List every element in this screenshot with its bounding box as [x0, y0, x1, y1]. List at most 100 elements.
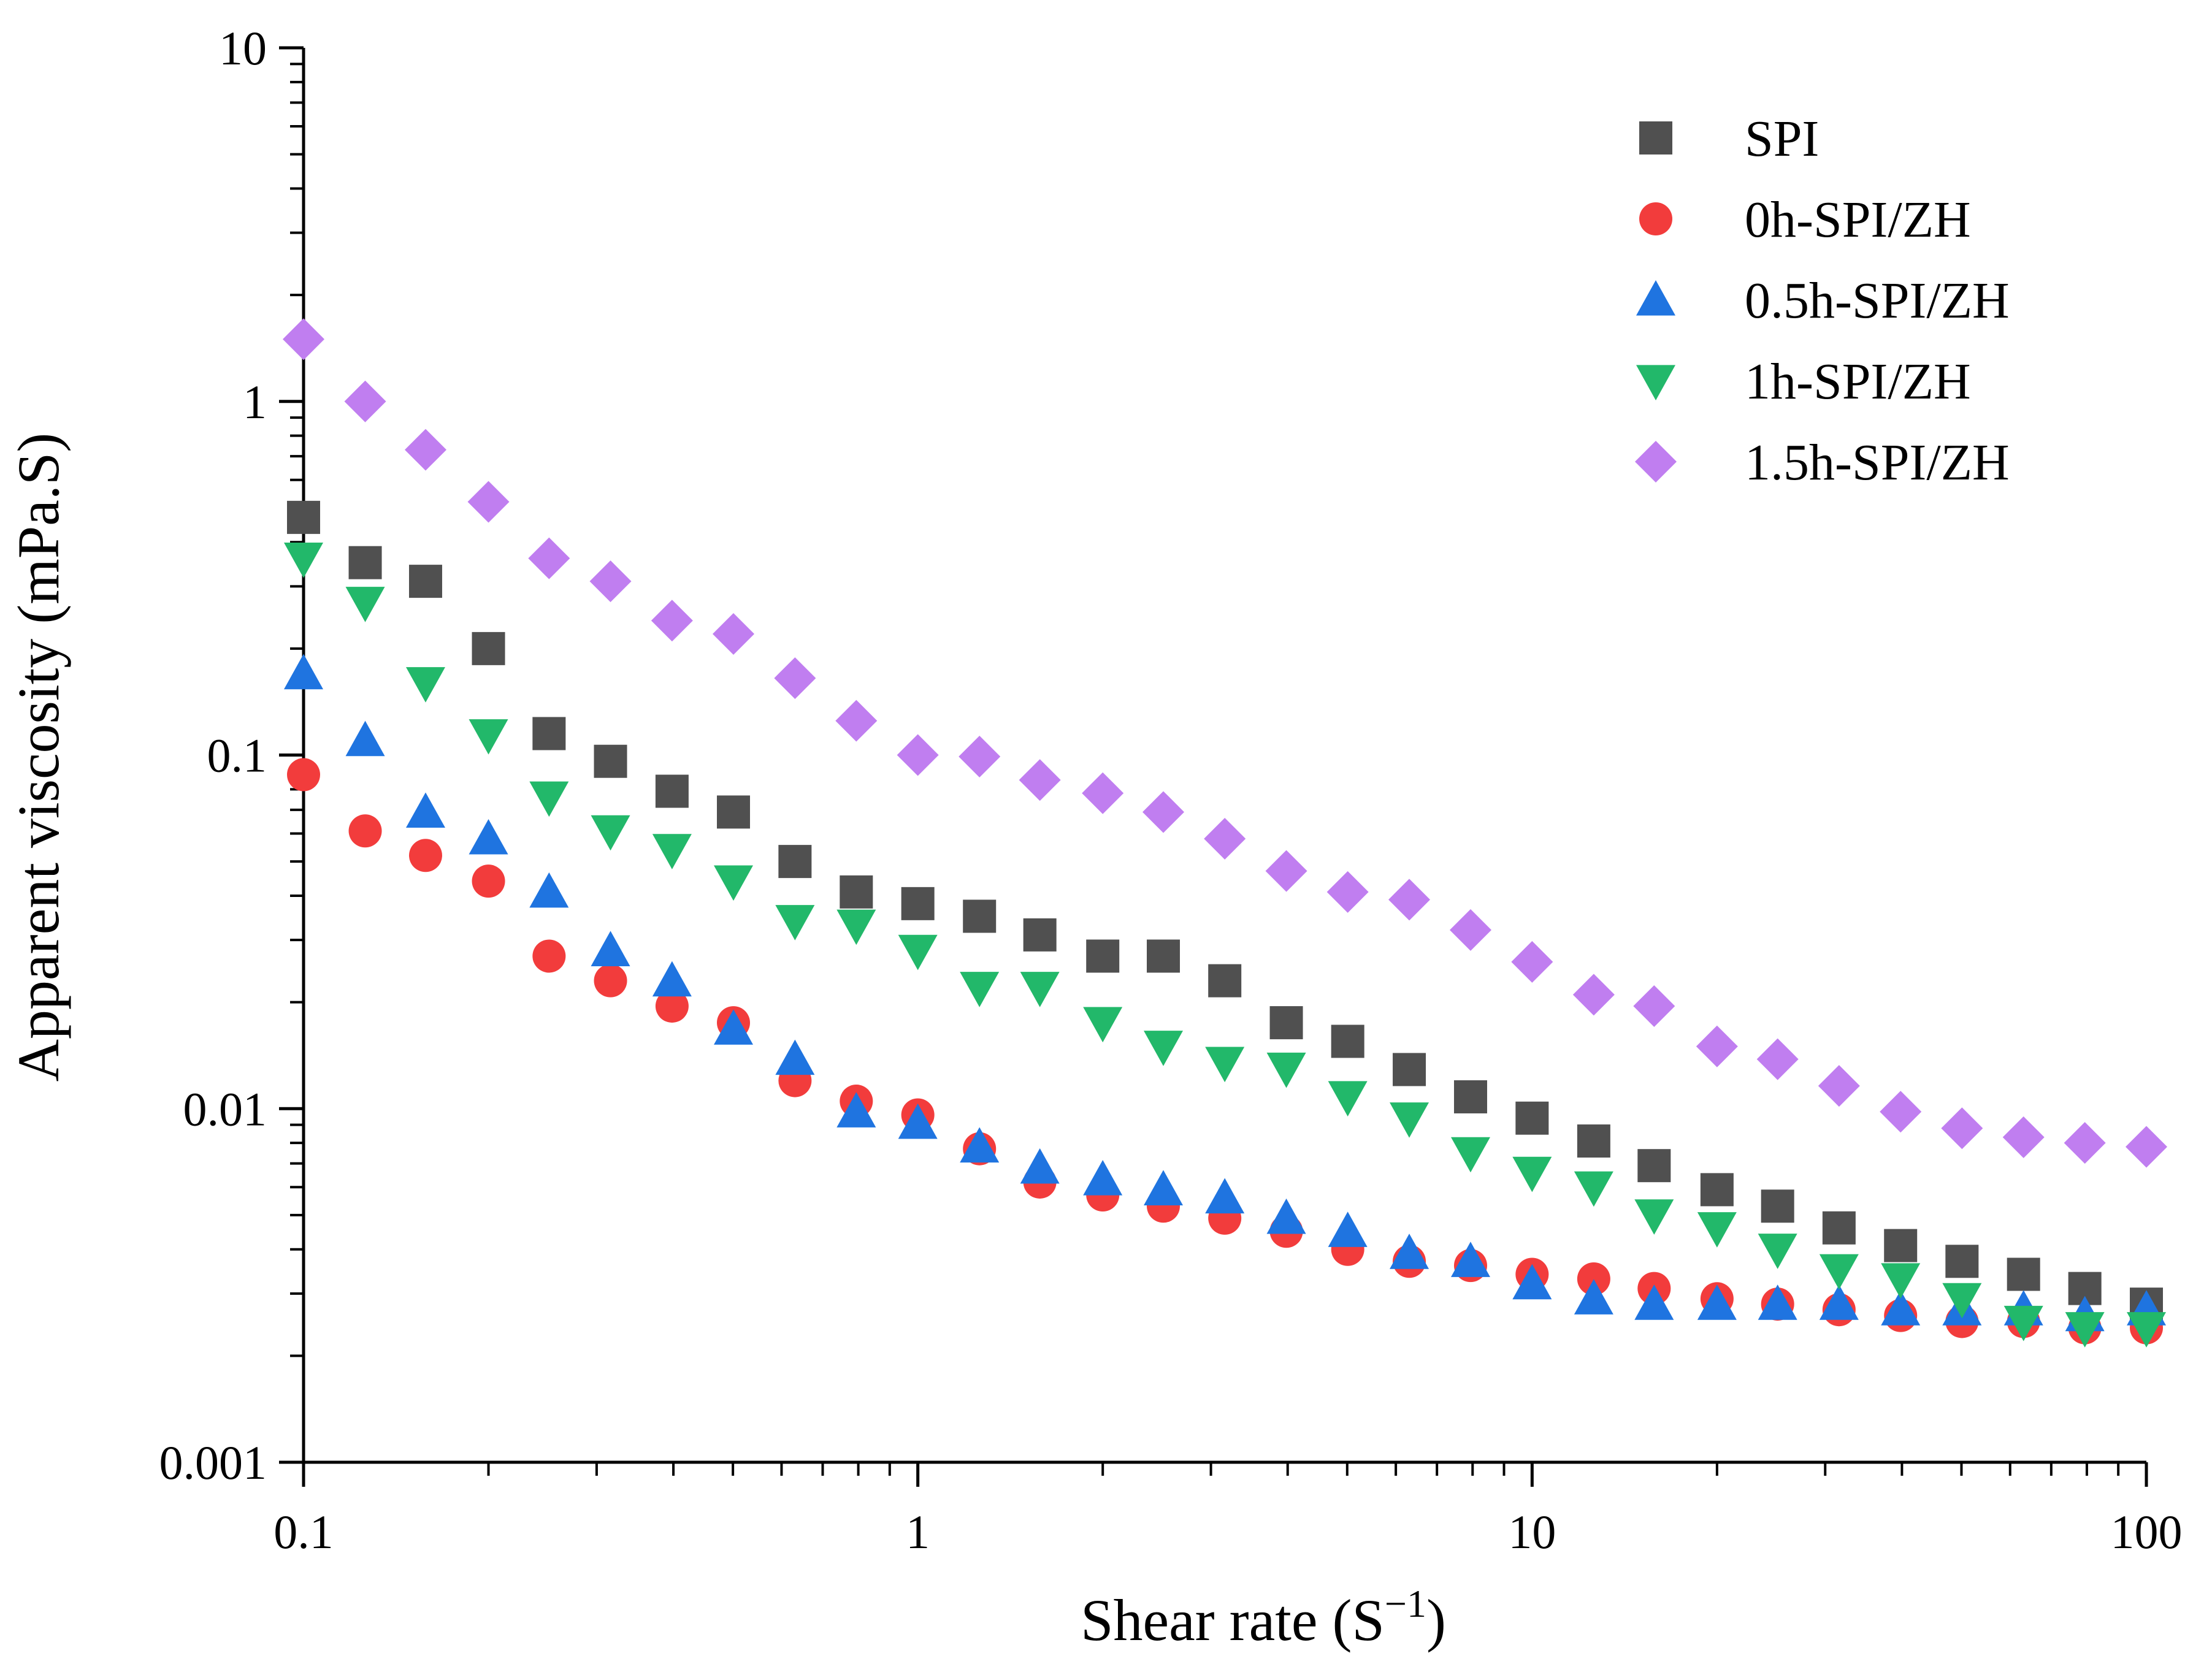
data-point: [594, 744, 627, 778]
data-point: [1756, 1038, 1799, 1080]
data-point: [1572, 974, 1615, 1016]
data-point: [1819, 1284, 1859, 1320]
data-point: [532, 939, 566, 973]
data-point: [1205, 1047, 1245, 1083]
data-point: [1388, 879, 1431, 921]
data-point: [1019, 759, 1061, 801]
data-point: [1449, 909, 1491, 951]
legend-marker: [1636, 365, 1675, 400]
data-point: [405, 792, 445, 828]
data-point: [1390, 1102, 1429, 1138]
data-point: [284, 543, 323, 578]
legend-item: 0h-SPI/ZH: [1639, 191, 1971, 248]
data-point: [2003, 1305, 2043, 1341]
x-axis-title-main: Shear rate (S: [1081, 1587, 1385, 1653]
data-point: [408, 565, 442, 598]
data-point: [1208, 964, 1242, 998]
legend-marker: [1635, 441, 1677, 483]
y-tick-label: 0.1: [207, 729, 267, 782]
data-point: [1881, 1263, 1921, 1299]
data-point: [1941, 1107, 1983, 1150]
data-point: [1634, 1199, 1674, 1235]
legend-label: 1h-SPI/ZH: [1745, 353, 1971, 410]
data-point: [651, 600, 693, 642]
data-point: [1144, 1031, 1184, 1066]
data-point: [1758, 1284, 1797, 1320]
data-point: [1880, 1091, 1922, 1133]
data-point: [284, 654, 323, 690]
data-point: [960, 972, 1000, 1007]
series-1h-spi-zh: [284, 543, 2166, 1348]
data-point: [287, 758, 320, 792]
data-point: [469, 719, 508, 755]
data-point: [714, 1009, 754, 1045]
data-point: [467, 481, 510, 523]
y-tick-label: 10: [219, 21, 267, 75]
data-point: [1761, 1189, 1794, 1223]
data-point: [1450, 1137, 1490, 1173]
data-point: [408, 839, 442, 872]
data-point: [1205, 1178, 1245, 1214]
data-point: [960, 1127, 1000, 1163]
data-point: [472, 631, 505, 665]
legend-label: 0h-SPI/ZH: [1745, 191, 1971, 248]
legend-marker: [1639, 121, 1672, 155]
y-tick-label: 1: [243, 375, 267, 429]
y-tick-label: 0.01: [183, 1082, 267, 1135]
data-point: [529, 781, 569, 817]
series-1-5h-spi-zh: [283, 318, 2167, 1168]
data-point: [1265, 850, 1307, 892]
data-point: [1697, 1284, 1737, 1320]
x-axis-title-sup: −1: [1385, 1582, 1426, 1625]
data-point: [774, 657, 816, 700]
data-point: [283, 318, 324, 361]
data-point: [1328, 1081, 1368, 1116]
data-point: [591, 815, 630, 851]
data-point: [1511, 941, 1553, 983]
data-point: [959, 736, 1001, 778]
data-point: [404, 429, 446, 471]
x-tick-label: 1: [906, 1505, 930, 1559]
data-point: [1453, 1080, 1487, 1113]
legend-marker: [1636, 280, 1675, 316]
data-point: [898, 1103, 938, 1139]
data-point: [963, 899, 997, 933]
data-point: [836, 1092, 876, 1127]
data-point: [1819, 1254, 1859, 1290]
x-axis-title: Shear rate (S−1): [1081, 1582, 1446, 1653]
data-point: [1147, 939, 1181, 973]
data-point: [2127, 1312, 2166, 1348]
x-tick-label: 10: [1508, 1505, 1556, 1559]
legend-item: 1.5h-SPI/ZH: [1635, 434, 2010, 491]
data-point: [594, 964, 627, 998]
data-point: [1884, 1229, 1918, 1262]
data-point: [1881, 1290, 1921, 1326]
data-point: [1082, 772, 1124, 814]
data-point: [344, 380, 386, 422]
legend-label: 1.5h-SPI/ZH: [1745, 434, 2010, 491]
axes-layer: 0.001 0.01 0.1 1 10 0.1 1 10 100: [159, 21, 2183, 1559]
data-point: [898, 934, 938, 971]
data-point: [1945, 1245, 1979, 1278]
data-point: [287, 500, 320, 534]
data-point: [529, 872, 569, 908]
data-point: [1634, 1284, 1674, 1320]
data-point: [775, 905, 815, 941]
data-point: [1266, 1198, 1306, 1234]
data-point: [1512, 1156, 1552, 1192]
data-point: [1942, 1283, 1982, 1319]
data-point: [1142, 791, 1185, 833]
data-point: [652, 834, 692, 869]
data-point: [591, 931, 630, 966]
data-point: [1390, 1234, 1429, 1269]
legend: SPI 0h-SPI/ZH 0.5h-SPI/ZH 1h-SPI/ZH 1.5h-SPI…: [1635, 110, 2010, 491]
data-point: [1633, 985, 1675, 1027]
data-point: [532, 717, 566, 750]
y-axis-title: Apparent viscosity (mPa.S): [6, 433, 71, 1082]
x-tick-label: 0.1: [274, 1505, 334, 1559]
data-point: [1326, 871, 1369, 913]
data-point: [1758, 1234, 1797, 1269]
legend-label: 0.5h-SPI/ZH: [1745, 272, 2010, 329]
data-point: [2064, 1122, 2106, 1164]
